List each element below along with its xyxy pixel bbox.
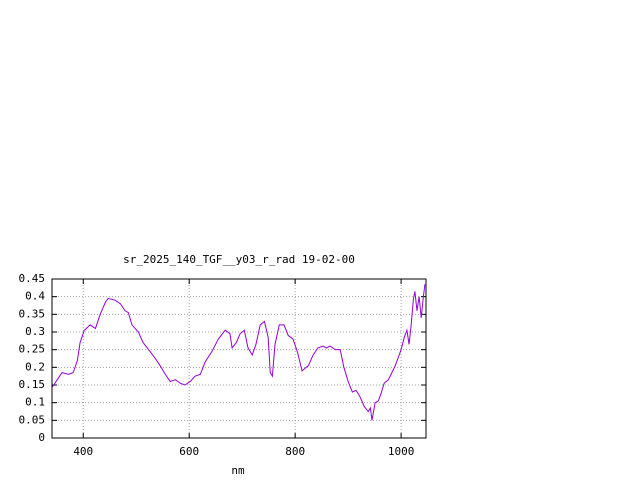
y-tick-label: 0.35 [19, 307, 46, 320]
x-tick-label: 600 [179, 445, 199, 458]
y-tick-label: 0.05 [19, 413, 46, 426]
x-tick-label: 1000 [388, 445, 415, 458]
y-tick-label: 0 [38, 431, 45, 444]
data-line [52, 284, 426, 421]
y-tick-label: 0.3 [25, 325, 45, 338]
y-tick-label: 0.25 [19, 343, 46, 356]
chart-title: sr_2025_140_TGF__y03_r_rad 19-02-00 [123, 253, 355, 266]
x-tick-label: 400 [73, 445, 93, 458]
y-tick-label: 0.1 [25, 396, 45, 409]
x-tick-label: 800 [285, 445, 305, 458]
y-tick-label: 0.4 [25, 290, 45, 303]
x-axis-label: nm [231, 464, 245, 477]
y-tick-label: 0.45 [19, 272, 46, 285]
y-tick-label: 0.2 [25, 360, 45, 373]
y-tick-label: 0.15 [19, 378, 46, 391]
plot-frame [51, 278, 427, 439]
